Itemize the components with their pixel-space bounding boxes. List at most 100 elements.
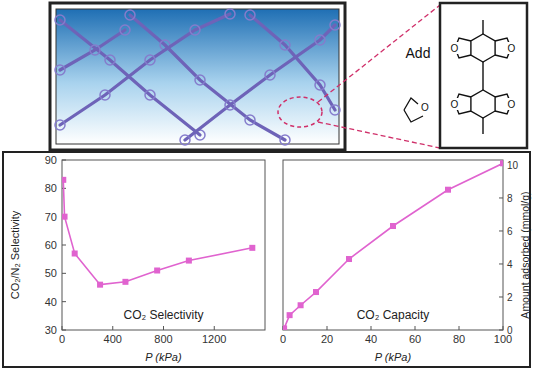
bond [482,118,483,134]
ring [471,34,495,62]
y-tick-label: 70 [45,211,57,223]
y-tick [499,230,503,231]
inset-frame [50,3,345,150]
y-tick-label: 0 [507,325,513,336]
y-tick-label: 30 [45,324,57,336]
atom-bg [450,98,459,110]
y-tick [499,296,503,297]
ring [471,90,495,118]
chart: 0204060801000246810Amount adsorbed (mmol… [280,160,531,363]
structure-ring [245,10,255,20]
y-tick-label: 80 [45,182,57,194]
data-group [283,160,503,330]
inset [50,3,345,150]
atom-label: O [421,102,429,113]
structure-ring [280,135,290,145]
zoom-line [318,5,440,102]
data-point [62,177,66,183]
data-point [313,289,319,295]
zoom-line [318,122,440,148]
structure-ring [190,25,200,35]
structure-bond [185,25,335,140]
x-tick [214,326,215,330]
data-point [72,251,78,257]
x-tick-label: 60 [409,333,421,345]
structure-ring [315,35,325,45]
y-tick [499,263,503,264]
y-axis-title: CO₂/N₂ Selectivity [9,210,21,299]
zoom-frame [440,3,527,148]
data-point [122,279,128,285]
structure-ring [265,70,275,80]
x-axis-title: P (kPa) [375,351,412,363]
panel-frame [3,152,530,367]
structure-ring [125,10,135,20]
structure-bond [60,30,125,70]
structure-ring [90,45,100,55]
data-point [186,258,192,264]
data-point [445,187,451,193]
x-tick-label: 0 [280,333,286,345]
structure-ring [145,90,155,100]
structure-ring [280,40,290,50]
bond [404,98,418,110]
chart: 0400800120030405060708090CO₂/N₂ Selectiv… [9,154,265,363]
series-line [284,163,503,328]
y-tick-label: 6 [507,226,513,237]
structure-ring [245,115,255,125]
y-tick [62,245,66,246]
x-tick [503,326,504,330]
structure-ring [55,15,65,25]
y-tick [62,160,66,161]
plot-frame [62,160,265,330]
atom-bg [507,98,516,110]
annotation: CO₂ Selectivity [123,308,203,322]
x-tick-label: 0 [59,333,65,345]
data-point [390,223,396,229]
structure-ring [225,100,235,110]
x-tick-label: 1200 [202,333,226,345]
structure-ring [105,55,115,65]
atom-bg [450,42,459,54]
zoom-box: OOOOAddO [318,3,527,148]
structure-ring [120,25,130,35]
x-tick [327,326,328,330]
y-tick [62,301,66,302]
figure: 0400800120030405060708090CO₂/N₂ Selectiv… [0,0,533,370]
y-tick [499,197,503,198]
data-point [500,160,503,166]
data-group [62,177,255,288]
y-tick-label: 10 [507,160,519,171]
x-tick-label: 80 [453,333,465,345]
y-tick-label: 50 [45,267,57,279]
data-point [249,245,255,251]
y-tick-label: 8 [507,193,513,204]
data-point [62,214,68,220]
highlight [278,97,322,127]
structure-ring [315,80,325,90]
y-tick-label: 2 [507,292,513,303]
structure-bond [60,14,230,125]
bond [482,62,483,90]
figure-root: 0400800120030405060708090CO₂/N₂ Selectiv… [0,0,533,370]
structure-ring [225,9,235,19]
x-tick [62,326,63,330]
y-tick-label: 4 [507,259,513,270]
structure-ring [330,20,340,30]
x-tick [112,326,113,330]
atom-label: O [508,99,516,110]
plot-frame [283,160,503,330]
x-tick-label: 400 [104,333,122,345]
structure-ring [145,55,155,65]
y-tick-label: 40 [45,296,57,308]
structure-bond [250,15,335,110]
x-tick-label: 40 [365,333,377,345]
inset-image [56,9,339,144]
structure-ring [100,90,110,100]
y-tick-label: 60 [45,239,57,251]
y-axis-title: Amount adsorbed (mmol/g) [519,191,531,318]
x-axis-title: P (kPa) [145,351,182,363]
x-tick [371,326,372,330]
structure-ring [330,105,340,115]
x-tick [459,326,460,330]
